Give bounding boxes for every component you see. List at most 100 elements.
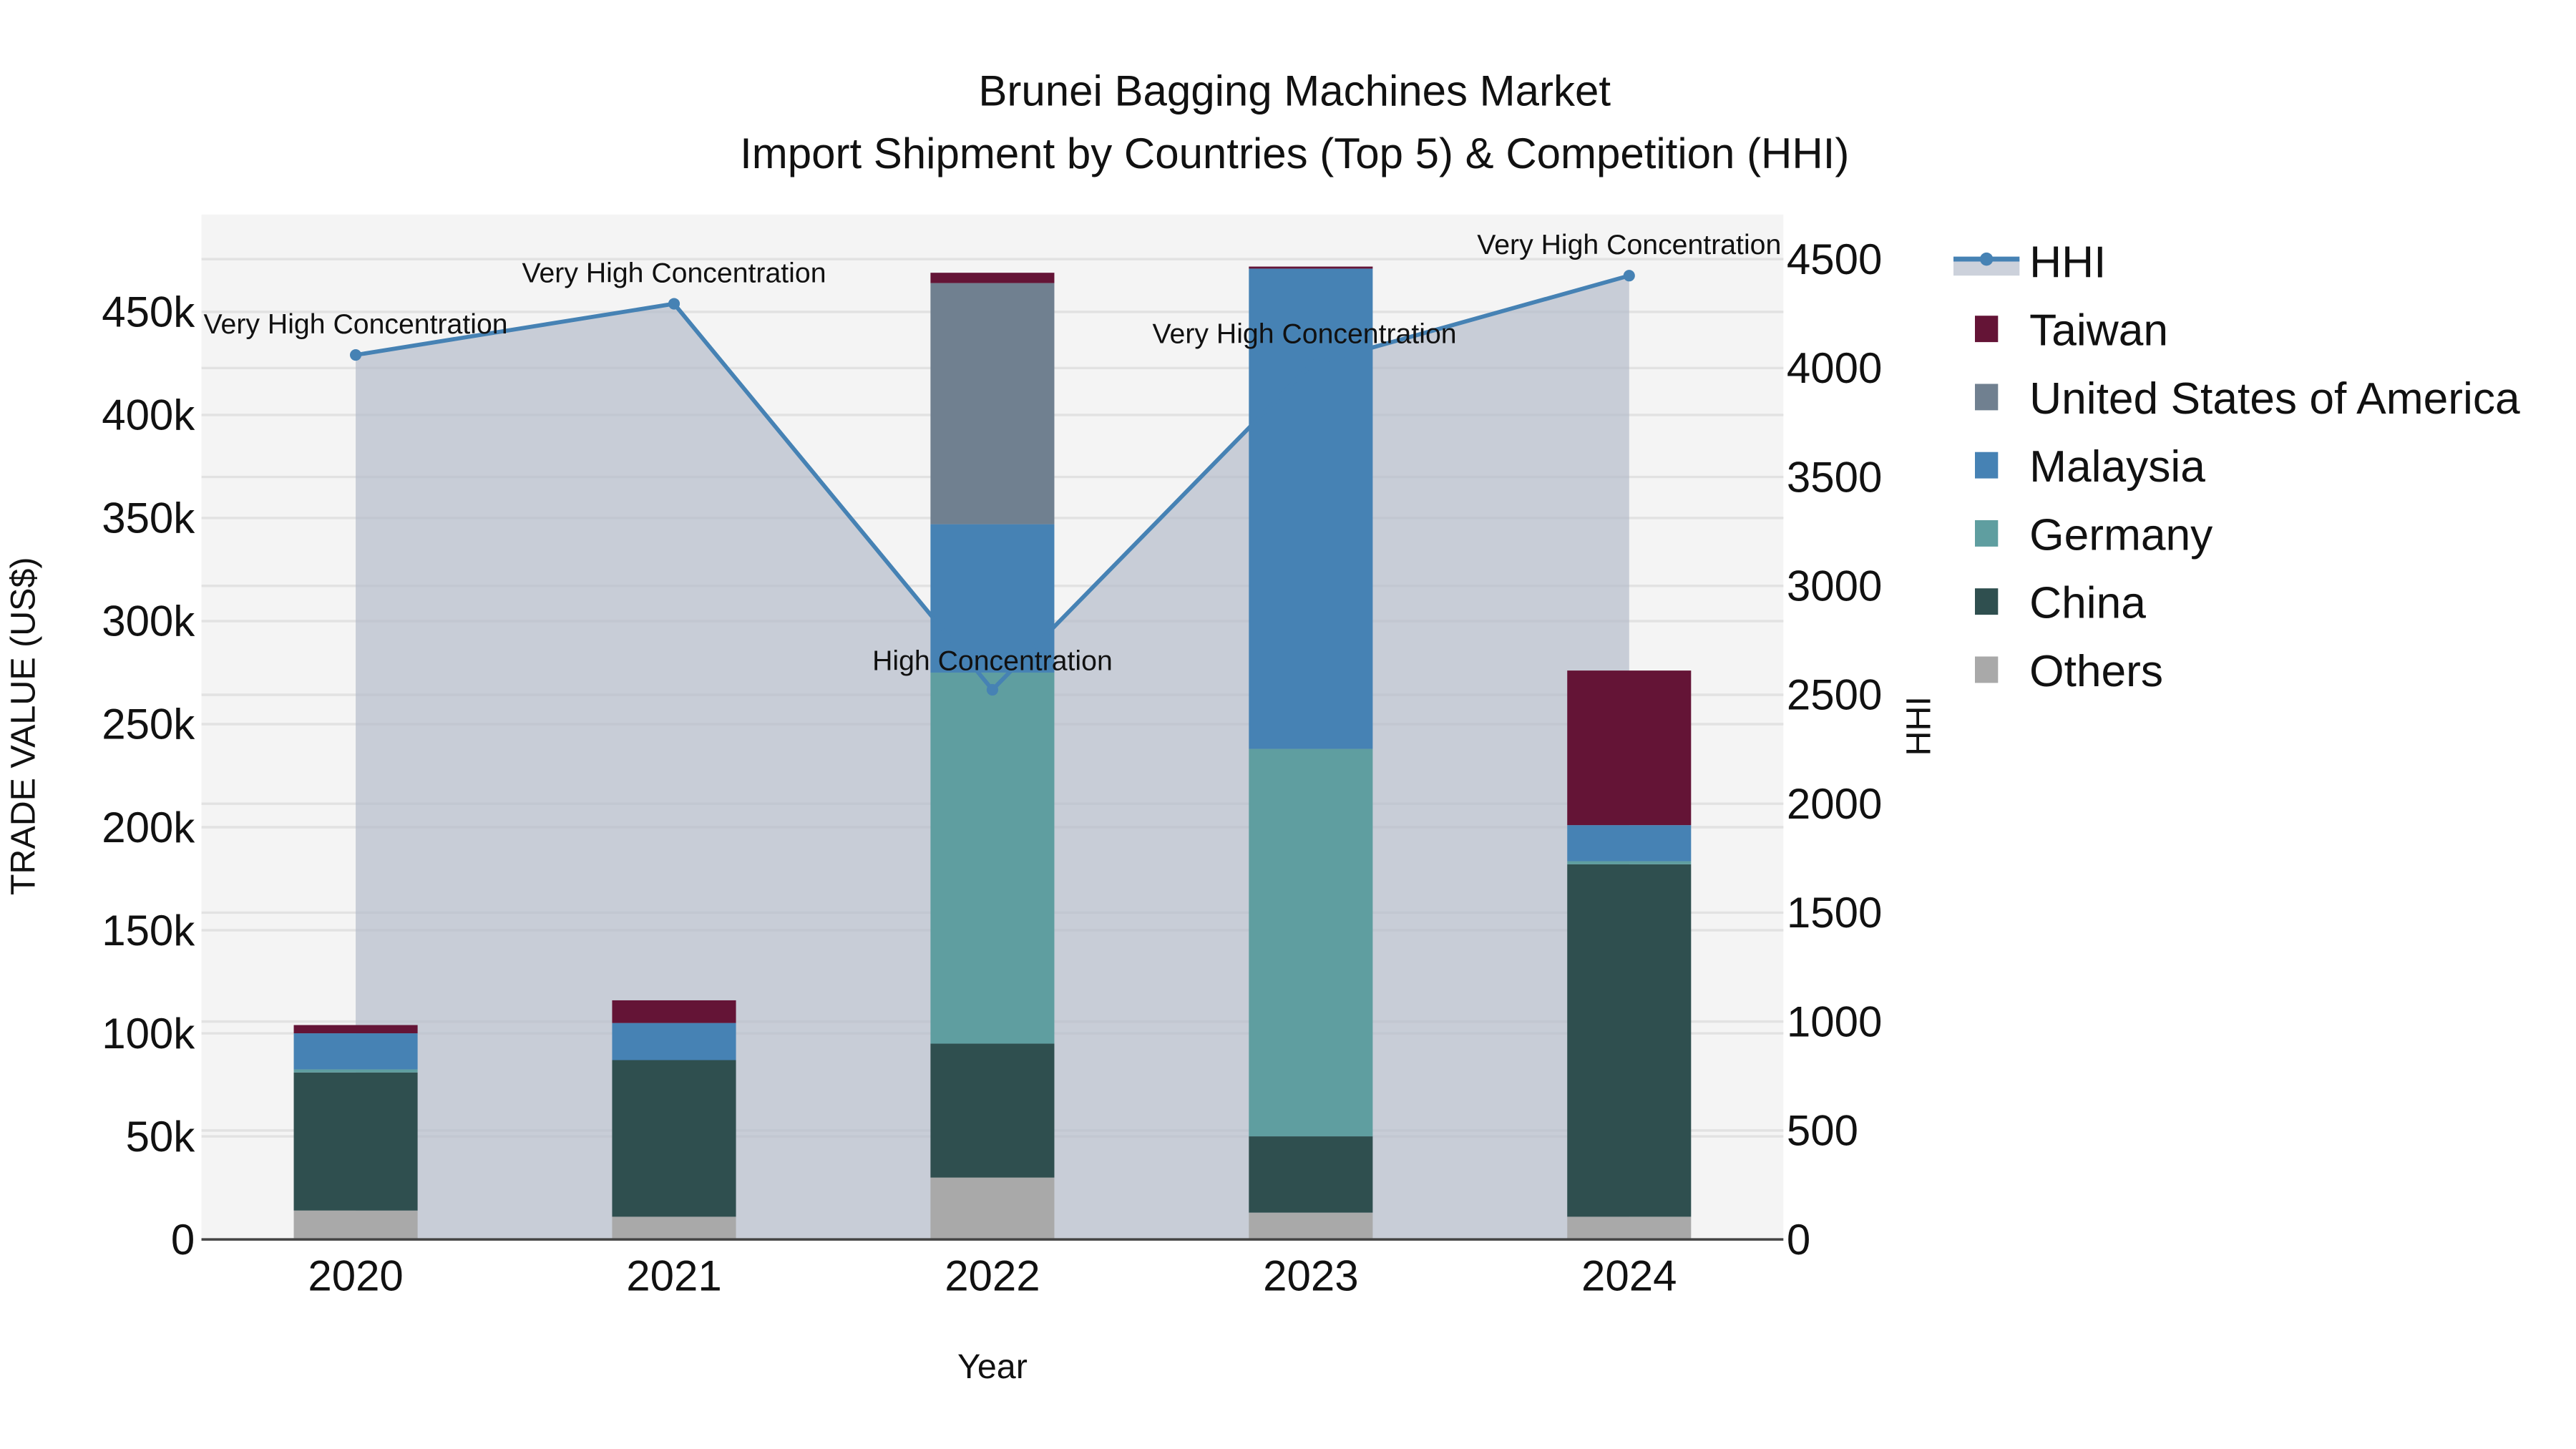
legend-swatch-icon: [1975, 588, 1999, 615]
bar-segment-germany[interactable]: [1567, 861, 1692, 864]
y2-tick-label: 0: [1787, 1216, 1810, 1264]
legend-item-china[interactable]: China: [1975, 579, 2146, 628]
bar-segment-malaysia[interactable]: [1567, 825, 1692, 862]
legend-label: China: [2029, 579, 2146, 628]
hhi-annotations: Very High Concentration Very High Concent…: [204, 230, 1782, 676]
bar-segment-malaysia[interactable]: [612, 1023, 736, 1060]
bar-segment-china[interactable]: [930, 1043, 1055, 1178]
y-axis-ticks: 0 50k 100k 150k 200k 250k 300k 350k 400k 450k: [102, 288, 195, 1264]
hhi-annotation: Very High Concentration: [1477, 230, 1781, 260]
x-axis-title: Year: [957, 1347, 1028, 1386]
y2-tick-label: 1500: [1787, 889, 1882, 937]
x-tick-label: 2023: [1263, 1252, 1358, 1300]
legend-label: United States of America: [2029, 374, 2520, 424]
y2-tick-label: 4500: [1787, 235, 1882, 283]
bar-segment-others[interactable]: [1567, 1216, 1692, 1240]
y2-tick-label: 500: [1787, 1107, 1858, 1155]
chart-subtitle: Import Shipment by Countries (Top 5) & C…: [740, 130, 1849, 177]
hhi-point[interactable]: [986, 683, 998, 696]
hhi-point[interactable]: [350, 348, 362, 361]
bar-segment-germany[interactable]: [293, 1069, 418, 1073]
hhi-annotation: Very High Concentration: [1153, 319, 1457, 350]
legend-marker-icon: [1979, 252, 1994, 266]
bar-stack-2022[interactable]: [930, 273, 1055, 1240]
bar-stack-2023[interactable]: [1249, 266, 1373, 1240]
legend-label: Malaysia: [2029, 442, 2205, 492]
bar-segment-others[interactable]: [612, 1216, 736, 1240]
y-tick-label: 200k: [102, 804, 195, 852]
bar-segment-others[interactable]: [293, 1210, 418, 1240]
bar-segment-taiwan[interactable]: [293, 1025, 418, 1034]
y2-tick-label: 4000: [1787, 344, 1882, 392]
hhi-point[interactable]: [668, 298, 680, 310]
y-tick-label: 450k: [102, 288, 195, 336]
hhi-annotation: High Concentration: [872, 645, 1113, 676]
y-tick-label: 100k: [102, 1010, 195, 1058]
hhi-point[interactable]: [1623, 270, 1635, 282]
bar-segment-taiwan[interactable]: [1249, 266, 1373, 269]
x-tick-label: 2022: [945, 1252, 1040, 1300]
legend-item-germany[interactable]: Germany: [1975, 511, 2213, 560]
bar-segment-china[interactable]: [1567, 864, 1692, 1217]
bar-segment-germany[interactable]: [1249, 748, 1373, 1137]
y-tick-label: 350k: [102, 494, 195, 542]
legend-swatch-icon: [1975, 384, 1999, 411]
bar-segment-malaysia[interactable]: [1249, 268, 1373, 749]
bars: [293, 266, 1692, 1240]
legend-label: HHI: [2029, 238, 2106, 287]
y2-tick-label: 3000: [1787, 562, 1882, 610]
x-axis-ticks: 2020 2021 2022 2023 2024: [308, 1252, 1677, 1300]
legend-swatch-icon: [1975, 316, 1999, 343]
bar-segment-germany[interactable]: [930, 672, 1055, 1044]
legend-item-taiwan[interactable]: Taiwan: [1975, 306, 2168, 356]
bar-segment-others[interactable]: [1249, 1212, 1373, 1240]
y-tick-label: 250k: [102, 701, 195, 748]
legend-item-hhi[interactable]: HHI: [1953, 238, 2106, 287]
chart-title: Brunei Bagging Machines Market: [978, 67, 1611, 115]
y2-tick-label: 1000: [1787, 997, 1882, 1045]
bar-segment-taiwan[interactable]: [1567, 670, 1692, 826]
legend-item-united-states-of-america[interactable]: United States of America: [1975, 374, 2520, 424]
bar-segment-china[interactable]: [612, 1060, 736, 1217]
bar-segment-taiwan[interactable]: [930, 273, 1055, 283]
legend-label: Taiwan: [2029, 306, 2168, 356]
legend-item-malaysia[interactable]: Malaysia: [1975, 442, 2205, 492]
bar-stack-2024[interactable]: [1567, 670, 1692, 1240]
x-tick-label: 2020: [308, 1252, 403, 1300]
legend-item-others[interactable]: Others: [1975, 647, 2163, 696]
y-axis-title: TRADE VALUE (US$): [4, 557, 42, 895]
bar-segment-others[interactable]: [930, 1177, 1055, 1240]
y-tick-label: 50k: [126, 1113, 196, 1161]
y-tick-label: 0: [171, 1216, 195, 1264]
y-tick-label: 400k: [102, 391, 195, 439]
bar-segment-china[interactable]: [293, 1072, 418, 1211]
y2-axis-ticks: 0 500 1000 1500 2000 2500 3000 3500 4000 4500: [1787, 235, 1882, 1264]
legend-label: Germany: [2029, 511, 2213, 560]
x-tick-label: 2024: [1581, 1252, 1677, 1300]
legend-label: Others: [2029, 647, 2163, 696]
legend-area-swatch: [1953, 259, 2020, 276]
bar-segment-china[interactable]: [1249, 1136, 1373, 1213]
x-tick-label: 2021: [626, 1252, 721, 1300]
legend-swatch-icon: [1975, 656, 1999, 683]
bar-segment-taiwan[interactable]: [612, 1000, 736, 1023]
hhi-annotation: Very High Concentration: [522, 258, 826, 289]
hhi-line: [350, 270, 1635, 696]
y-tick-label: 300k: [102, 597, 195, 645]
y2-tick-label: 3500: [1787, 453, 1882, 501]
bar-segment-malaysia[interactable]: [293, 1033, 418, 1070]
y2-tick-label: 2500: [1787, 671, 1882, 719]
y2-tick-label: 2000: [1787, 780, 1882, 828]
hhi-annotation: Very High Concentration: [204, 309, 508, 340]
legend: HHI Taiwan United States of America Malaysi…: [1953, 238, 2520, 696]
hhi-point[interactable]: [1304, 358, 1317, 371]
bar-segment-united-states-of-america[interactable]: [930, 283, 1055, 525]
bar-stack-2021[interactable]: [612, 1000, 736, 1240]
y-tick-label: 150k: [102, 907, 195, 955]
legend-swatch-icon: [1975, 519, 1999, 547]
y2-axis-title: HHI: [1900, 696, 1938, 756]
legend-swatch-icon: [1975, 452, 1999, 479]
bar-stack-2020[interactable]: [293, 1025, 418, 1240]
